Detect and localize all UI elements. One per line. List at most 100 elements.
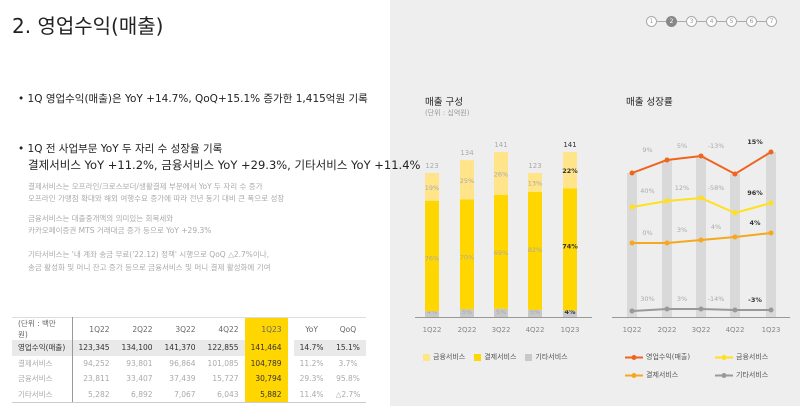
revenue-table: (단위 : 백만원) 1Q22 2Q22 3Q22 4Q22 1Q23 YoY QoQ 영업수익… bbox=[12, 317, 367, 403]
x-tick-label: 4Q22 bbox=[726, 326, 745, 334]
x-tick-label: 4Q22 bbox=[526, 326, 545, 334]
bar-segment bbox=[425, 311, 439, 317]
x-tick-label: 1Q23 bbox=[762, 326, 781, 334]
growth-label: 12% bbox=[675, 184, 689, 192]
legend-line-icon bbox=[715, 354, 733, 360]
table-cell: △2.7% bbox=[329, 386, 367, 403]
bar-total-label: 141 bbox=[494, 141, 507, 149]
growth-label: 15% bbox=[747, 138, 763, 146]
table-cell: 37,439 bbox=[169, 374, 196, 384]
growth-label: -14% bbox=[708, 295, 725, 303]
x-tick-label: 2Q22 bbox=[658, 326, 677, 334]
table-cell: 5,282 bbox=[72, 386, 116, 403]
page-dot[interactable]: 7 bbox=[766, 16, 777, 27]
page-dot[interactable]: 4 bbox=[706, 16, 717, 27]
table-cell: 30,794 bbox=[244, 371, 288, 387]
table-cell: 2Q22 bbox=[115, 317, 159, 340]
bar-data-label: 22% bbox=[562, 167, 578, 175]
table-cell: 15.1% bbox=[329, 340, 367, 356]
legend-label: 영업수익(매출) bbox=[646, 353, 691, 361]
bar-segment bbox=[528, 191, 542, 310]
growth-label: 3% bbox=[677, 295, 687, 303]
background-bar bbox=[730, 174, 740, 317]
table-cell: 94,252 bbox=[83, 358, 110, 368]
growth-label: 96% bbox=[747, 189, 763, 197]
pager-connector bbox=[757, 21, 766, 22]
bar-segment bbox=[494, 308, 508, 317]
bar-segment bbox=[425, 173, 439, 201]
page-title: 2. 영업수익(매출) bbox=[12, 14, 164, 38]
legend-label: 기타서비스 bbox=[736, 371, 769, 379]
table-cell: 141,464 bbox=[244, 340, 288, 356]
pager-connector bbox=[677, 21, 686, 22]
page-dot[interactable]: 3 bbox=[686, 16, 697, 27]
legend-item: 결제서비스 bbox=[474, 352, 516, 362]
row-label: 기타서비스 bbox=[12, 386, 73, 403]
table-cell: 6,892 bbox=[115, 386, 159, 403]
legend-swatch bbox=[423, 353, 430, 361]
series-point bbox=[629, 308, 635, 314]
series-point bbox=[732, 171, 738, 177]
series-point bbox=[698, 153, 704, 159]
series-point bbox=[732, 234, 738, 240]
table-cell: 14.7% bbox=[293, 340, 330, 356]
row-label: (단위 : 백만원) bbox=[12, 317, 73, 340]
bar-data-label: 4% bbox=[564, 308, 576, 316]
series-point bbox=[698, 306, 704, 312]
table-header: (단위 : 백만원) 1Q22 2Q22 3Q22 4Q22 1Q23 YoY QoQ bbox=[12, 317, 367, 340]
legend-item: 결제서비스 bbox=[625, 370, 678, 380]
bar-data-label: 25% bbox=[460, 177, 474, 185]
legend-item: 기타서비스 bbox=[525, 352, 568, 362]
table-cell: 11.2% bbox=[299, 358, 324, 368]
table-cell: 104,789 bbox=[244, 355, 288, 371]
bar-data-label: 5% bbox=[496, 308, 506, 316]
growth-label: 3% bbox=[677, 226, 687, 234]
line-chart: 9% 5% -13% 15% 40% 12% -58% 96% 0% 3% 4% 4% 30% 3% -14… bbox=[612, 138, 790, 334]
note-line: 금융서비스는 대출중개액의 의미있는 회복세와 bbox=[28, 214, 174, 223]
legend-line-icon bbox=[625, 372, 643, 378]
legend-label: 금융서비스 bbox=[736, 353, 769, 361]
legend-label: 결제서비스 bbox=[646, 371, 679, 379]
legend-line-icon bbox=[715, 372, 733, 378]
growth-label: 30% bbox=[640, 295, 654, 303]
background-bar bbox=[696, 156, 706, 317]
bar-data-label: 5% bbox=[462, 308, 472, 316]
column-gap bbox=[287, 340, 294, 356]
table-cell: 3Q22 bbox=[158, 317, 202, 340]
table-cell: 93,801 bbox=[126, 358, 153, 368]
legend-item: 금융서비스 bbox=[715, 352, 768, 362]
table-cell: 122,855 bbox=[201, 340, 245, 356]
bar-data-label: 70% bbox=[460, 253, 474, 261]
bar-segment bbox=[563, 188, 577, 311]
series-point bbox=[768, 200, 774, 206]
series-point bbox=[664, 240, 670, 246]
pager-connector bbox=[717, 21, 726, 22]
table-cell: 29.3% bbox=[299, 374, 324, 384]
pager-connector bbox=[657, 21, 666, 22]
x-tick-label: 1Q22 bbox=[623, 326, 642, 334]
series-point bbox=[629, 170, 635, 176]
column-gap bbox=[287, 371, 294, 387]
bullet-growth-detail: 결제서비스 YoY +11.2%, 금융서비스 YoY +29.3%, 기타서비… bbox=[28, 158, 421, 172]
page-dot[interactable]: 2 bbox=[666, 16, 677, 27]
series-point bbox=[768, 230, 774, 236]
growth-label: 4% bbox=[711, 223, 721, 231]
page-dot[interactable]: 1 bbox=[646, 16, 657, 27]
column-gap bbox=[287, 386, 294, 403]
background-bar bbox=[662, 160, 672, 317]
pager-connector bbox=[697, 21, 706, 22]
page-dot[interactable]: 6 bbox=[746, 16, 757, 27]
legend-label: 결제서비스 bbox=[484, 353, 517, 361]
page-dot[interactable]: 5 bbox=[726, 16, 737, 27]
table-cell: 123,345 bbox=[72, 340, 116, 356]
growth-label: 4% bbox=[749, 219, 761, 227]
table-cell: 141,370 bbox=[158, 340, 202, 356]
table-cell: 23,811 bbox=[83, 374, 110, 384]
growth-label: -58% bbox=[708, 184, 725, 192]
legend-item: 기타서비스 bbox=[715, 370, 768, 380]
note-line: 카카오페이증권 MTS 거래대금 증가 등으로 YoY +29.3% bbox=[28, 226, 212, 235]
bar-segment bbox=[494, 152, 508, 195]
pager-connector bbox=[737, 21, 746, 22]
series-point bbox=[664, 306, 670, 312]
